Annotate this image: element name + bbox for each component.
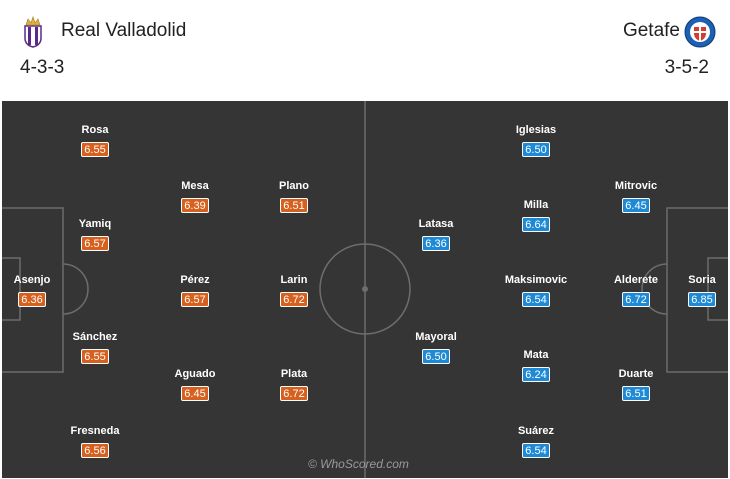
player-name: Mayoral bbox=[415, 331, 457, 343]
player-name: Plano bbox=[279, 180, 309, 192]
player-suarez[interactable]: Suárez 6.54 bbox=[491, 425, 581, 459]
player-maksimovic[interactable]: Maksimovic 6.54 bbox=[491, 274, 581, 308]
player-name: Aguado bbox=[174, 368, 216, 380]
player-mata[interactable]: Mata 6.24 bbox=[491, 349, 581, 383]
home-formation: 4-3-3 bbox=[20, 57, 65, 78]
getafe-crest-icon bbox=[684, 16, 716, 48]
player-name: Mesa bbox=[181, 180, 209, 192]
player-rating: 6.50 bbox=[422, 349, 450, 364]
player-name: Larin bbox=[280, 274, 308, 286]
player-rating: 6.24 bbox=[522, 367, 550, 382]
player-perez[interactable]: Pérez 6.57 bbox=[150, 274, 240, 308]
player-rating: 6.72 bbox=[622, 292, 650, 307]
away-team-name[interactable]: Getafe bbox=[622, 20, 680, 41]
player-name: Milla bbox=[523, 199, 549, 211]
away-formation: 3-5-2 bbox=[664, 57, 709, 78]
player-rating: 6.56 bbox=[81, 443, 109, 458]
player-yamiq[interactable]: Yamiq 6.57 bbox=[50, 218, 140, 252]
match-header: Real Valladolid 4-3-3 Getafe 3-5-2 bbox=[0, 0, 730, 97]
player-name: Yamiq bbox=[78, 218, 112, 230]
player-soria[interactable]: Soria 6.85 bbox=[657, 274, 728, 308]
player-aguado[interactable]: Aguado 6.45 bbox=[150, 368, 240, 402]
player-name: Rosa bbox=[81, 124, 109, 136]
pitch: Asenjo 6.36 Rosa 6.55 Yamiq 6.57 Sánchez… bbox=[2, 101, 728, 478]
player-name: Iglesias bbox=[515, 124, 557, 136]
player-asenjo[interactable]: Asenjo 6.36 bbox=[2, 274, 77, 308]
player-mesa[interactable]: Mesa 6.39 bbox=[150, 180, 240, 214]
player-duarte[interactable]: Duarte 6.51 bbox=[591, 368, 681, 402]
player-rating: 6.39 bbox=[181, 198, 209, 213]
player-rating: 6.64 bbox=[522, 217, 550, 232]
player-rating: 6.51 bbox=[280, 198, 308, 213]
player-name: Latasa bbox=[418, 218, 454, 230]
pitch-lines bbox=[2, 101, 728, 478]
player-name: Alderete bbox=[613, 274, 659, 286]
player-rating: 6.54 bbox=[522, 443, 550, 458]
player-iglesias[interactable]: Iglesias 6.50 bbox=[491, 124, 581, 158]
player-rating: 6.36 bbox=[422, 236, 450, 251]
player-milla[interactable]: Milla 6.64 bbox=[491, 199, 581, 233]
player-rating: 6.51 bbox=[622, 386, 650, 401]
player-name: Mata bbox=[523, 349, 549, 361]
player-rating: 6.55 bbox=[81, 142, 109, 157]
player-name: Soria bbox=[688, 274, 716, 286]
player-fresneda[interactable]: Fresneda 6.56 bbox=[50, 425, 140, 459]
player-name: Pérez bbox=[180, 274, 210, 286]
player-rating: 6.85 bbox=[688, 292, 716, 307]
player-rating: 6.54 bbox=[522, 292, 550, 307]
player-rating: 6.57 bbox=[81, 236, 109, 251]
player-rating: 6.45 bbox=[622, 198, 650, 213]
player-name: Duarte bbox=[618, 368, 654, 380]
player-sanchez[interactable]: Sánchez 6.55 bbox=[50, 331, 140, 365]
real-valladolid-crest-icon bbox=[18, 16, 48, 48]
player-rosa[interactable]: Rosa 6.55 bbox=[50, 124, 140, 158]
watermark: © WhoScored.com bbox=[308, 457, 409, 471]
player-rating: 6.55 bbox=[81, 349, 109, 364]
player-rating: 6.72 bbox=[280, 386, 308, 401]
player-name: Fresneda bbox=[70, 425, 120, 437]
player-mitrovic[interactable]: Mitrovic 6.45 bbox=[591, 180, 681, 214]
player-rating: 6.57 bbox=[181, 292, 209, 307]
player-mayoral[interactable]: Mayoral 6.50 bbox=[391, 331, 481, 365]
player-rating: 6.45 bbox=[181, 386, 209, 401]
home-team-name[interactable]: Real Valladolid bbox=[61, 20, 187, 41]
player-latasa[interactable]: Latasa 6.36 bbox=[391, 218, 481, 252]
player-name: Plata bbox=[280, 368, 308, 380]
player-name: Suárez bbox=[517, 425, 555, 437]
player-name: Mitrovic bbox=[614, 180, 658, 192]
player-name: Asenjo bbox=[13, 274, 51, 286]
player-name: Sánchez bbox=[72, 331, 118, 343]
player-rating: 6.36 bbox=[18, 292, 46, 307]
player-plano[interactable]: Plano 6.51 bbox=[249, 180, 339, 214]
player-alderete[interactable]: Alderete 6.72 bbox=[591, 274, 681, 308]
player-larin[interactable]: Larin 6.72 bbox=[249, 274, 339, 308]
player-rating: 6.72 bbox=[280, 292, 308, 307]
player-name: Maksimovic bbox=[504, 274, 568, 286]
player-rating: 6.50 bbox=[522, 142, 550, 157]
player-plata[interactable]: Plata 6.72 bbox=[249, 368, 339, 402]
